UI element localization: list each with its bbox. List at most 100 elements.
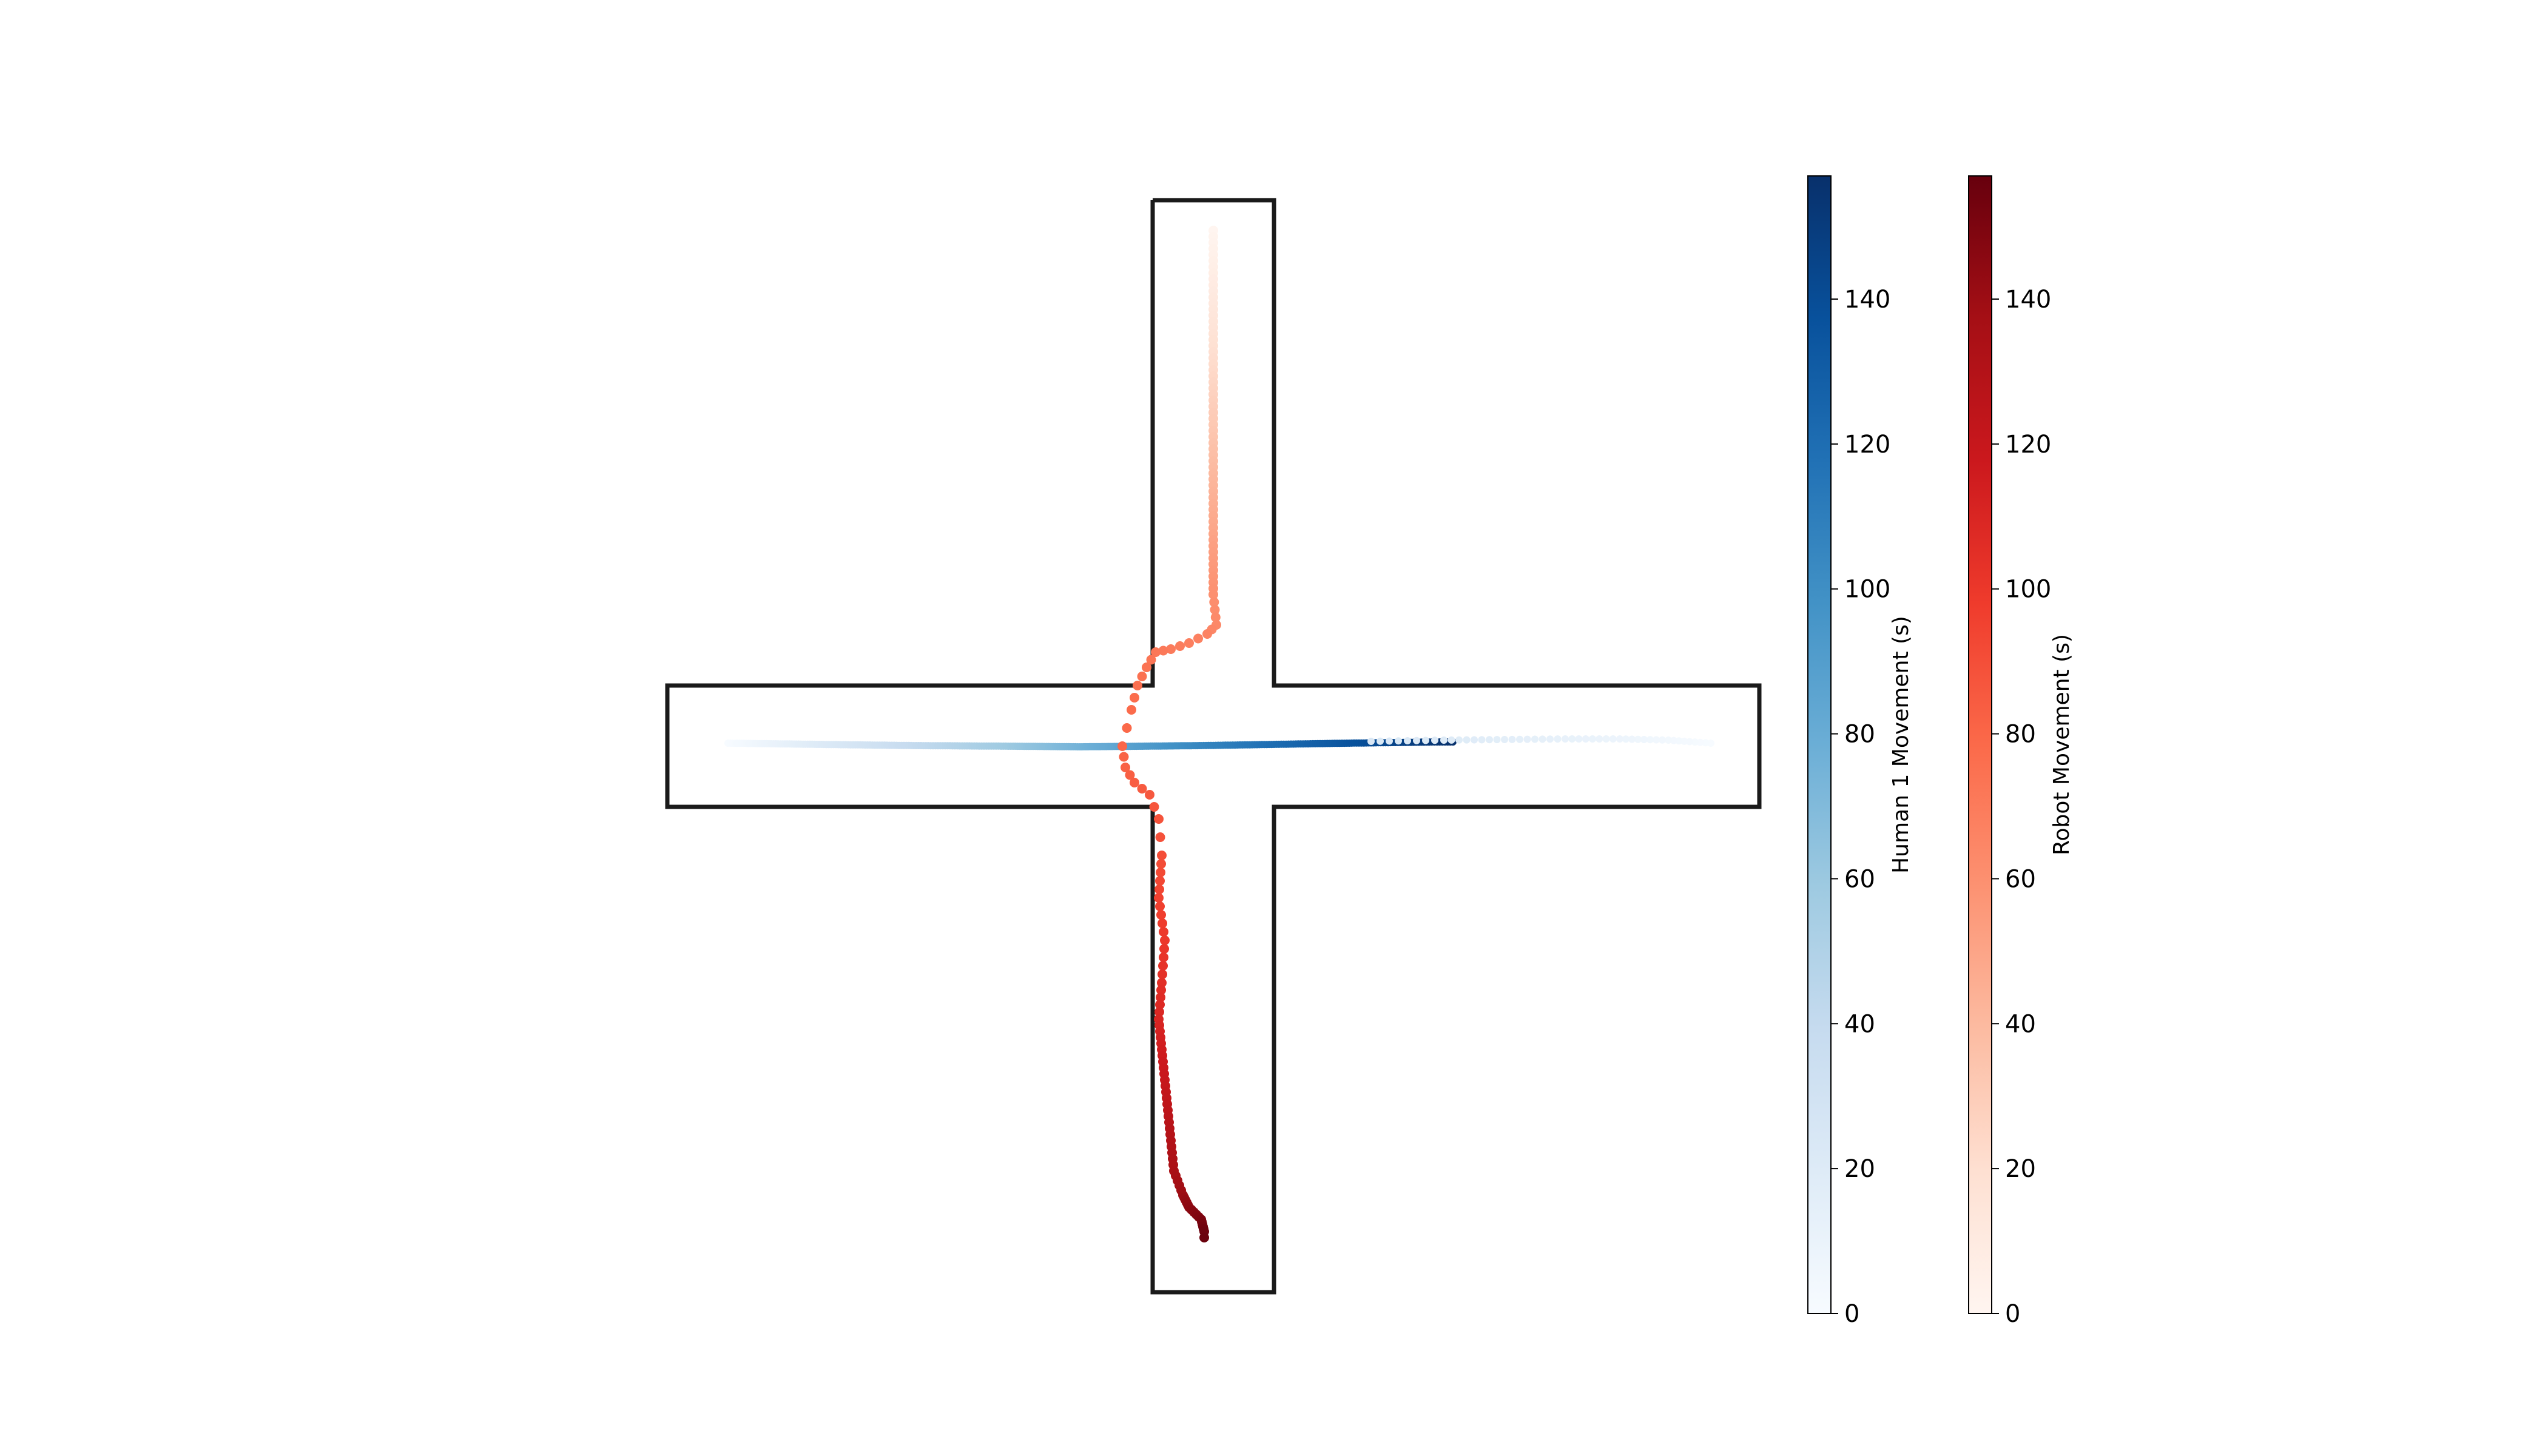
trajectory-point [1154,885,1164,894]
trajectory-point [1117,741,1127,751]
trajectory-point [1158,918,1167,928]
trajectory-point [1154,1007,1164,1017]
trajectory-point [1562,735,1569,743]
trajectory-point [1640,736,1648,743]
trajectory-point [1137,784,1147,794]
trajectory-point [1156,859,1166,869]
colorbar-tick-label: 120 [1844,431,1890,459]
trajectory-point [1154,893,1164,903]
trajectory-point [1137,672,1147,681]
trajectory-point [1155,832,1165,842]
trajectory-point [1616,735,1623,743]
trajectory-point [1622,735,1630,743]
trajectory-point [1156,985,1166,995]
colorbar-tick-label: 20 [2005,1155,2036,1183]
trajectory-point [1413,736,1420,744]
trajectory-point [1395,737,1402,745]
trajectory-point [1133,681,1142,690]
trajectory-point [1463,736,1471,744]
trajectory-point [1155,1000,1165,1009]
trajectory-point [1646,736,1654,744]
trajectory-point [1568,735,1576,743]
trajectory-point [1471,736,1478,744]
trajectory-point [1154,814,1164,824]
trajectory-point [1184,638,1194,648]
trajectory-point [1121,763,1130,772]
corridor-wall [665,198,1762,1295]
robot-colorbar [1968,175,1992,1314]
trajectory-point [1151,647,1161,657]
trajectory-point [1156,993,1165,1002]
trajectory-point [1146,655,1156,665]
trajectory-point [1155,902,1165,911]
trajectory-point [1158,645,1168,656]
trajectory-point [1675,737,1683,745]
colorbar-tick-label: 60 [1844,865,1875,893]
trajectory-point [1202,629,1212,639]
trajectory-point [1523,735,1531,743]
colorbar-tick-label: 0 [1844,1300,1859,1328]
trajectory-point [1125,770,1135,780]
trajectory-point [1127,705,1136,715]
trajectory-point [1707,740,1714,747]
trajectory-point [1157,978,1167,988]
trajectory-point [1386,737,1393,745]
trajectory-point [1145,790,1154,800]
trajectory-point [1377,737,1384,745]
trajectory-point [1119,752,1129,762]
trajectory-point [1653,736,1660,744]
colorbar-tick-label: 40 [2005,1010,2036,1038]
trajectory-point [1448,736,1455,744]
trajectory-point [1508,735,1516,743]
trajectory-point [1665,736,1672,744]
colorbar-tick-label: 80 [2005,721,2036,749]
corridor-map [665,198,1762,1295]
trajectory-point [1122,723,1132,733]
colorbar-tick-label: 20 [1844,1155,1875,1183]
trajectory-point [1455,736,1463,744]
trajectory-point [1589,735,1596,743]
trajectory-point [1686,738,1693,746]
trajectory-point [1157,851,1167,860]
trajectory-point [1691,738,1699,746]
colorbar-tick-label: 140 [2005,286,2051,314]
trajectory-point [1404,737,1411,744]
colorbar-tick-label: 120 [2005,431,2051,459]
trajectory-point [1575,735,1583,743]
trajectory-point [1634,735,1642,743]
colorbar-tick-label: 100 [1844,576,1890,604]
trajectory-point [1159,952,1168,962]
trajectory-point [1478,736,1486,744]
colorbar-tick-label: 100 [2005,576,2051,604]
trajectory-point [1208,590,1218,599]
trajectory-point [1156,868,1165,877]
trajectory-point [1531,735,1539,743]
trajectory-point [1130,778,1139,787]
trajectory-point [1670,736,1677,744]
trajectory-point [1546,735,1554,743]
trajectory-point [1160,935,1170,945]
trajectory-point [1209,597,1219,607]
trajectory-point [1159,927,1168,937]
trajectory-point [1367,738,1375,745]
trajectory-point [1582,735,1589,743]
trajectory-point [1696,738,1704,746]
trajectory-point [1493,736,1501,744]
trajectory-point [1680,737,1688,745]
trajectory-point [1175,641,1185,651]
trajectory-point [1609,735,1617,743]
colorbar-label: Human 1 Movement (s) [1889,616,1913,874]
trajectory-point [1158,961,1168,971]
trajectory-point [1142,662,1151,672]
trajectory-point [1130,693,1139,703]
trajectory-point [1156,910,1166,920]
trajectory-point [1166,644,1176,654]
colorbar-tick-label: 140 [1844,286,1890,314]
trajectory-point [1199,1233,1209,1242]
trajectory-point [1501,736,1508,743]
trajectory-point [1539,735,1546,743]
trajectory-point [1193,633,1203,644]
trajectory-point [1422,736,1429,744]
colorbar-label: Robot Movement (s) [2049,634,2074,855]
